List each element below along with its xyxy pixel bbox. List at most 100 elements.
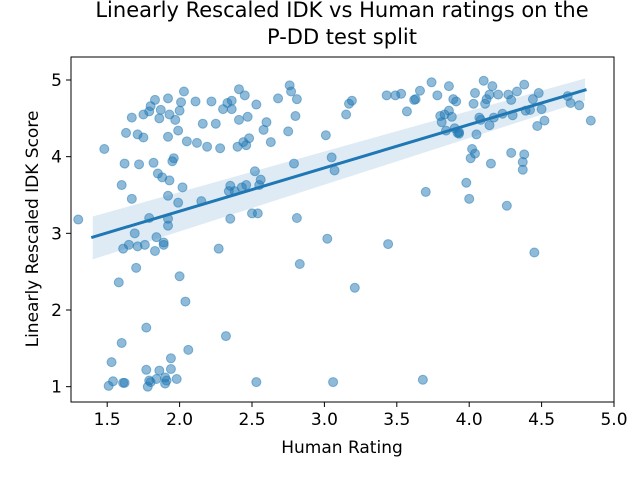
data-point (131, 262, 142, 273)
data-point (123, 239, 134, 250)
data-point (320, 130, 331, 141)
data-point (233, 84, 244, 95)
data-point (328, 377, 339, 388)
data-point (533, 88, 544, 99)
data-point (148, 157, 159, 168)
x-axis-ticks: 1.5 2.0 2.5 3.0 3.5 4.0 4.5 5.0 (94, 402, 628, 430)
data-point (517, 164, 528, 175)
data-point (151, 232, 162, 243)
y-tick-label: 3 (51, 224, 62, 244)
data-point (178, 86, 189, 97)
data-point (252, 208, 263, 219)
data-point (173, 197, 184, 208)
data-point (346, 95, 357, 106)
data-point (158, 237, 169, 248)
data-point (119, 377, 130, 388)
data-point (464, 193, 475, 204)
data-point (487, 81, 498, 92)
data-point (190, 96, 201, 107)
data-point (171, 374, 182, 384)
data-point (484, 89, 495, 100)
data-point (99, 144, 110, 154)
data-point (485, 158, 496, 169)
x-tick-label: 4.5 (528, 410, 555, 430)
data-point (165, 364, 176, 375)
data-point (151, 374, 162, 384)
data-point (290, 111, 301, 122)
data-point (426, 77, 437, 88)
data-point (173, 125, 184, 136)
data-point (129, 228, 140, 239)
data-point (536, 104, 547, 115)
data-point (180, 296, 191, 307)
data-point (126, 112, 137, 123)
data-point (265, 137, 276, 148)
data-point (163, 93, 174, 104)
data-point (478, 75, 489, 86)
data-point (161, 375, 172, 386)
data-point (163, 131, 174, 142)
data-point (484, 120, 495, 131)
data-point (170, 114, 181, 125)
data-point (73, 214, 84, 225)
data-point (396, 88, 407, 99)
data-point (202, 141, 213, 152)
data-point (119, 158, 130, 169)
data-point (432, 90, 443, 101)
y-tick-label: 1 (51, 378, 62, 398)
data-point (291, 213, 302, 223)
data-point (206, 96, 217, 107)
data-point (225, 213, 236, 224)
y-tick-label: 5 (51, 71, 62, 91)
x-tick-label: 3.5 (383, 410, 410, 430)
data-point (506, 94, 517, 105)
data-point (165, 353, 176, 364)
data-point (181, 136, 192, 147)
data-point (168, 153, 179, 164)
data-point (383, 239, 394, 250)
data-point (149, 94, 160, 105)
data-point (261, 117, 272, 128)
data-point (291, 94, 302, 105)
data-point (176, 97, 187, 108)
y-tick-label: 2 (51, 301, 62, 321)
data-point (322, 233, 333, 244)
data-point (121, 127, 132, 138)
data-point (574, 100, 585, 111)
data-point (381, 90, 392, 101)
data-point (288, 158, 299, 169)
data-point (141, 364, 152, 375)
data-point (410, 94, 421, 105)
data-point (273, 93, 284, 104)
y-tick-label: 4 (51, 148, 62, 168)
regression-line (90, 88, 587, 240)
data-point (174, 271, 185, 282)
data-point (226, 104, 237, 115)
data-point (506, 147, 517, 158)
data-point (469, 148, 480, 159)
data-point (244, 133, 255, 144)
data-point (461, 177, 472, 188)
data-point (141, 322, 152, 333)
data-point (469, 88, 480, 99)
chart-title-line-1: Linearly Rescaled IDK vs Human ratings o… (95, 0, 588, 22)
data-point (519, 149, 530, 160)
data-point (177, 182, 188, 193)
data-point (134, 159, 145, 170)
x-tick-label: 5.0 (600, 410, 627, 430)
x-axis-label: Human Rating (281, 438, 403, 458)
data-point (249, 166, 260, 177)
data-point (183, 344, 194, 355)
data-point (251, 99, 262, 110)
data-point (443, 81, 454, 92)
data-point (401, 106, 412, 117)
data-point (519, 79, 530, 90)
x-tick-label: 3.0 (311, 410, 338, 430)
data-point (539, 115, 550, 126)
x-tick-label: 4.0 (456, 410, 483, 430)
data-point (471, 129, 482, 140)
data-point (215, 143, 226, 154)
data-point (294, 259, 305, 269)
x-tick-label: 2.5 (238, 410, 265, 430)
